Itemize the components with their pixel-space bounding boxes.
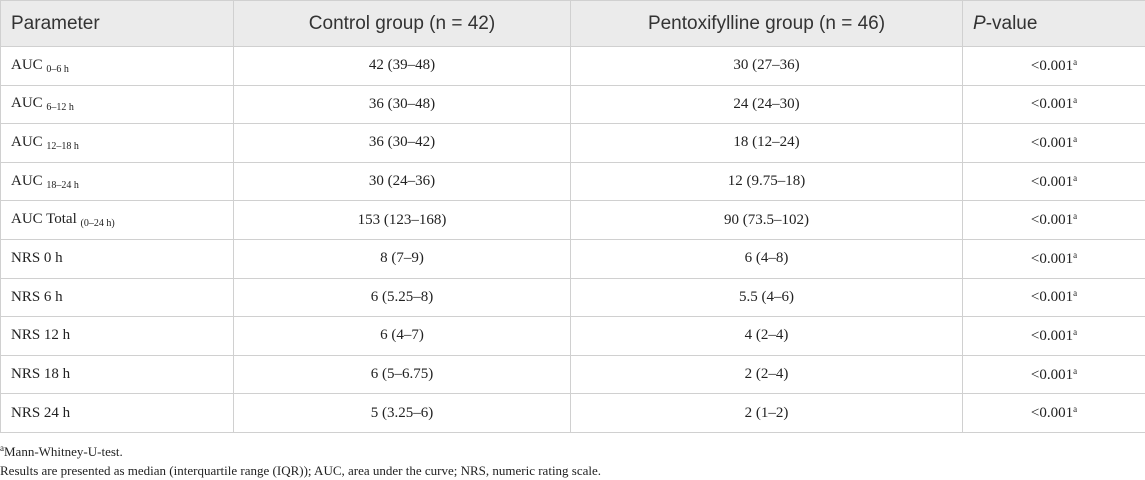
table-cell: <0.001a: [963, 85, 1145, 124]
table-cell: 6 (4–7): [234, 317, 571, 356]
table-cell: 5 (3.25–6): [234, 394, 571, 433]
table-cell: 30 (27–36): [571, 47, 963, 86]
table-cell: 36 (30–42): [234, 124, 571, 163]
table-cell: 24 (24–30): [571, 85, 963, 124]
cell-text: AUC: [11, 134, 43, 150]
cell-text: <0.001: [1031, 289, 1073, 305]
table-cell: 5.5 (4–6): [571, 278, 963, 317]
cell-text: <0.001: [1031, 96, 1073, 112]
table-cell: 8 (7–9): [234, 239, 571, 278]
table-cell: AUC 18–24 h: [1, 162, 234, 201]
table-cell: 6 (5.25–8): [234, 278, 571, 317]
table-cell: <0.001a: [963, 124, 1145, 163]
table-cell: 36 (30–48): [234, 85, 571, 124]
superscript: a: [1073, 95, 1077, 105]
table-cell: <0.001a: [963, 201, 1145, 240]
table-cell: <0.001a: [963, 278, 1145, 317]
subscript: (0–24 h): [81, 218, 115, 229]
table-cell: <0.001a: [963, 355, 1145, 394]
table-cell: NRS 18 h: [1, 355, 234, 394]
table-cell: AUC 12–18 h: [1, 124, 234, 163]
table-cell: NRS 24 h: [1, 394, 234, 433]
cell-text: <0.001: [1031, 251, 1073, 267]
table-cell: 12 (9.75–18): [571, 162, 963, 201]
table-cell: <0.001a: [963, 239, 1145, 278]
header-cell: Pentoxifylline group (n = 46): [571, 1, 963, 47]
superscript: a: [1073, 327, 1077, 337]
superscript: a: [1073, 173, 1077, 183]
cell-text: AUC Total: [11, 211, 77, 227]
cell-text: -value: [986, 13, 1038, 34]
table-cell: 6 (5–6.75): [234, 355, 571, 394]
table-cell: AUC Total (0–24 h): [1, 201, 234, 240]
header-cell: Control group (n = 42): [234, 1, 571, 47]
table-cell: 42 (39–48): [234, 47, 571, 86]
superscript: a: [1073, 211, 1077, 221]
table-cell: 2 (1–2): [571, 394, 963, 433]
table-cell: <0.001a: [963, 394, 1145, 433]
cell-text: Mann-Whitney-U-test.: [4, 444, 123, 459]
cell-text: AUC: [11, 173, 43, 189]
superscript: a: [1073, 134, 1077, 144]
table-cell: 90 (73.5–102): [571, 201, 963, 240]
superscript: a: [1073, 288, 1077, 298]
table-cell: 4 (2–4): [571, 317, 963, 356]
cell-text: <0.001: [1031, 174, 1073, 190]
superscript: a: [1073, 250, 1077, 260]
table-cell: 6 (4–8): [571, 239, 963, 278]
subscript: 18–24 h: [46, 180, 79, 191]
table-cell: NRS 0 h: [1, 239, 234, 278]
table-cell: AUC 6–12 h: [1, 85, 234, 124]
header-cell: P-value: [963, 1, 1145, 47]
subscript: 6–12 h: [46, 102, 74, 113]
table-cell: AUC 0–6 h: [1, 47, 234, 86]
table-cell: <0.001a: [963, 162, 1145, 201]
table-cell: NRS 12 h: [1, 317, 234, 356]
subscript: 0–6 h: [46, 64, 69, 75]
table-cell: 30 (24–36): [234, 162, 571, 201]
cell-text: AUC: [11, 95, 43, 111]
cell-text: <0.001: [1031, 212, 1073, 228]
table-cell: NRS 6 h: [1, 278, 234, 317]
footnotes: aMann-Whitney-U-test.Results are present…: [0, 433, 1145, 480]
footnote: Results are presented as median (interqu…: [0, 461, 1145, 480]
table-cell: 153 (123–168): [234, 201, 571, 240]
cell-text: <0.001: [1031, 328, 1073, 344]
cell-text: <0.001: [1031, 405, 1073, 421]
table-cell: 2 (2–4): [571, 355, 963, 394]
table-cell: 18 (12–24): [571, 124, 963, 163]
cell-text: AUC: [11, 57, 43, 73]
subscript: 12–18 h: [46, 141, 79, 152]
superscript: a: [1073, 404, 1077, 414]
cell-text: <0.001: [1031, 135, 1073, 151]
table-cell: <0.001a: [963, 47, 1145, 86]
cell-text: <0.001: [1031, 58, 1073, 74]
italic-text: P: [973, 13, 986, 34]
table-cell: <0.001a: [963, 317, 1145, 356]
superscript: a: [1073, 366, 1077, 376]
cell-text: <0.001: [1031, 367, 1073, 383]
header-cell: Parameter: [1, 1, 234, 47]
superscript: a: [1073, 57, 1077, 67]
table-row: AUC Total (0–24 h)153 (123–168)90 (73.5–…: [1, 201, 1145, 240]
footnote: aMann-Whitney-U-test.: [0, 439, 1145, 461]
